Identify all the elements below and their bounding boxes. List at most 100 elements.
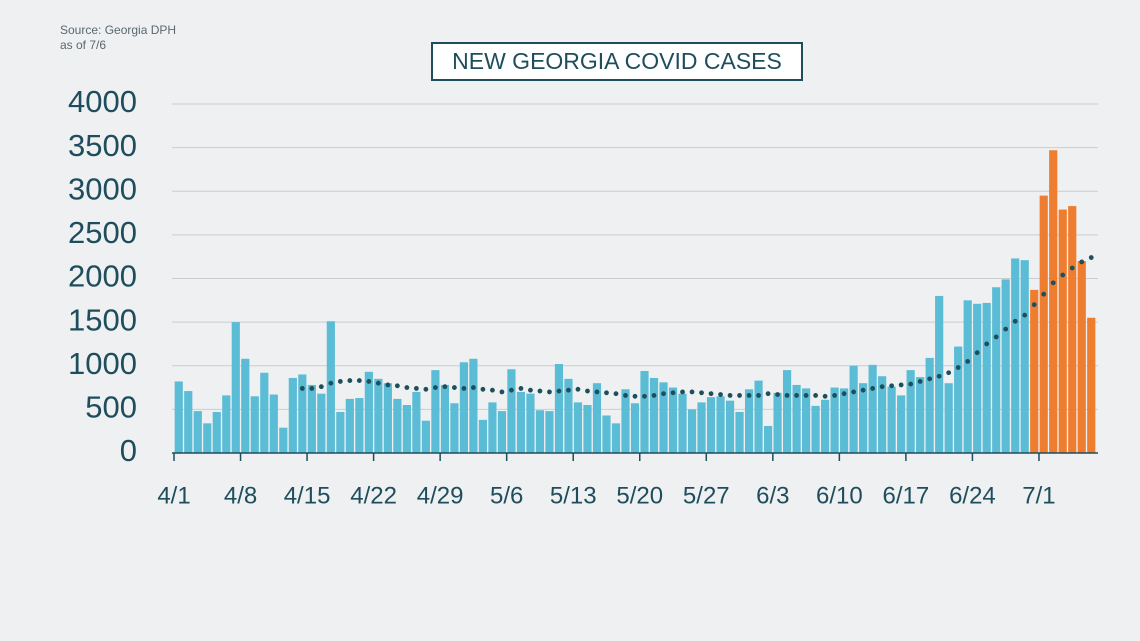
x-tick-label: 6/3 [756, 482, 789, 509]
average-dot [651, 393, 657, 398]
bar [393, 398, 402, 453]
bar [944, 383, 953, 453]
average-dot [1041, 291, 1047, 297]
average-dot [337, 379, 343, 384]
bar [336, 411, 345, 453]
bar [1001, 279, 1010, 453]
bar [982, 302, 991, 453]
average-dot [404, 385, 410, 390]
average-dot [927, 376, 933, 382]
bar [640, 370, 649, 453]
bar [1049, 150, 1058, 453]
average-dot [604, 390, 609, 396]
average-dot [784, 393, 790, 398]
bar [374, 378, 383, 453]
bar [735, 411, 744, 453]
average-dot [727, 393, 733, 398]
bar [535, 410, 545, 453]
average-dot [1031, 302, 1037, 308]
y-tick-label: 500 [85, 390, 137, 425]
y-tick-label: 3500 [68, 128, 137, 163]
bar [963, 300, 972, 453]
bar [821, 399, 830, 453]
average-dot [813, 393, 818, 398]
bar [602, 415, 611, 453]
average-dot [670, 390, 676, 396]
average-dot [575, 386, 581, 392]
bar [431, 370, 440, 453]
average-dot [623, 393, 628, 398]
average-dot [870, 386, 876, 391]
average-dot [566, 387, 571, 393]
average-dot [594, 389, 600, 395]
bar [545, 411, 554, 453]
average-dot [661, 391, 666, 397]
average-dot [1060, 272, 1066, 278]
bar [554, 364, 564, 453]
bar [849, 365, 858, 453]
bar [802, 388, 811, 453]
x-tick-label: 4/22 [350, 482, 397, 509]
bar [412, 391, 421, 453]
as-of: as of 7/6 [60, 38, 106, 52]
bar [203, 423, 212, 453]
average-dot [708, 391, 714, 397]
average-dot [452, 385, 457, 390]
average-dot [803, 393, 809, 398]
bar [440, 384, 449, 453]
bar [497, 411, 507, 453]
bar [992, 287, 1001, 453]
bar [421, 420, 430, 453]
bar [355, 398, 364, 453]
bar [583, 405, 592, 453]
average-dot [642, 393, 647, 399]
average-dot [851, 389, 857, 395]
average-dot [898, 382, 904, 388]
bar [782, 370, 792, 453]
average-dot [832, 393, 838, 398]
average-dot [356, 378, 362, 383]
bar [773, 392, 782, 453]
bar [659, 382, 668, 453]
bar [697, 402, 706, 453]
average-dot [385, 382, 391, 388]
average-dot [309, 386, 315, 391]
average-dot [822, 393, 828, 399]
x-tick-label: 5/13 [550, 482, 597, 509]
bar [1077, 261, 1086, 453]
bar [459, 362, 468, 453]
bar [317, 393, 326, 453]
x-tick-label: 4/1 [157, 482, 190, 509]
average-dot [1022, 312, 1028, 318]
bar [402, 405, 411, 453]
average-dot [613, 391, 619, 397]
x-tick-label: 4/8 [224, 482, 257, 509]
y-tick-label: 2000 [68, 259, 137, 294]
bar [307, 384, 316, 453]
y-tick-label: 1500 [68, 302, 137, 337]
bar [1068, 206, 1077, 453]
average-dot [917, 379, 923, 384]
bar [897, 395, 906, 453]
average-dot [490, 387, 495, 393]
average-dot [765, 391, 771, 397]
average-dot [547, 389, 552, 395]
bar [1011, 258, 1020, 453]
bar [469, 358, 478, 453]
x-tick-label: 6/24 [949, 482, 996, 509]
bar [488, 402, 497, 453]
bar [345, 398, 354, 453]
bar [649, 377, 659, 453]
bar [478, 419, 488, 453]
bar [260, 372, 269, 453]
bar [687, 409, 697, 453]
bar [364, 371, 373, 453]
bar [288, 377, 297, 453]
bar [269, 394, 278, 453]
bar [1030, 289, 1039, 453]
average-dot [993, 334, 999, 340]
bar [450, 403, 459, 453]
bar [878, 376, 887, 453]
bar [668, 387, 678, 453]
